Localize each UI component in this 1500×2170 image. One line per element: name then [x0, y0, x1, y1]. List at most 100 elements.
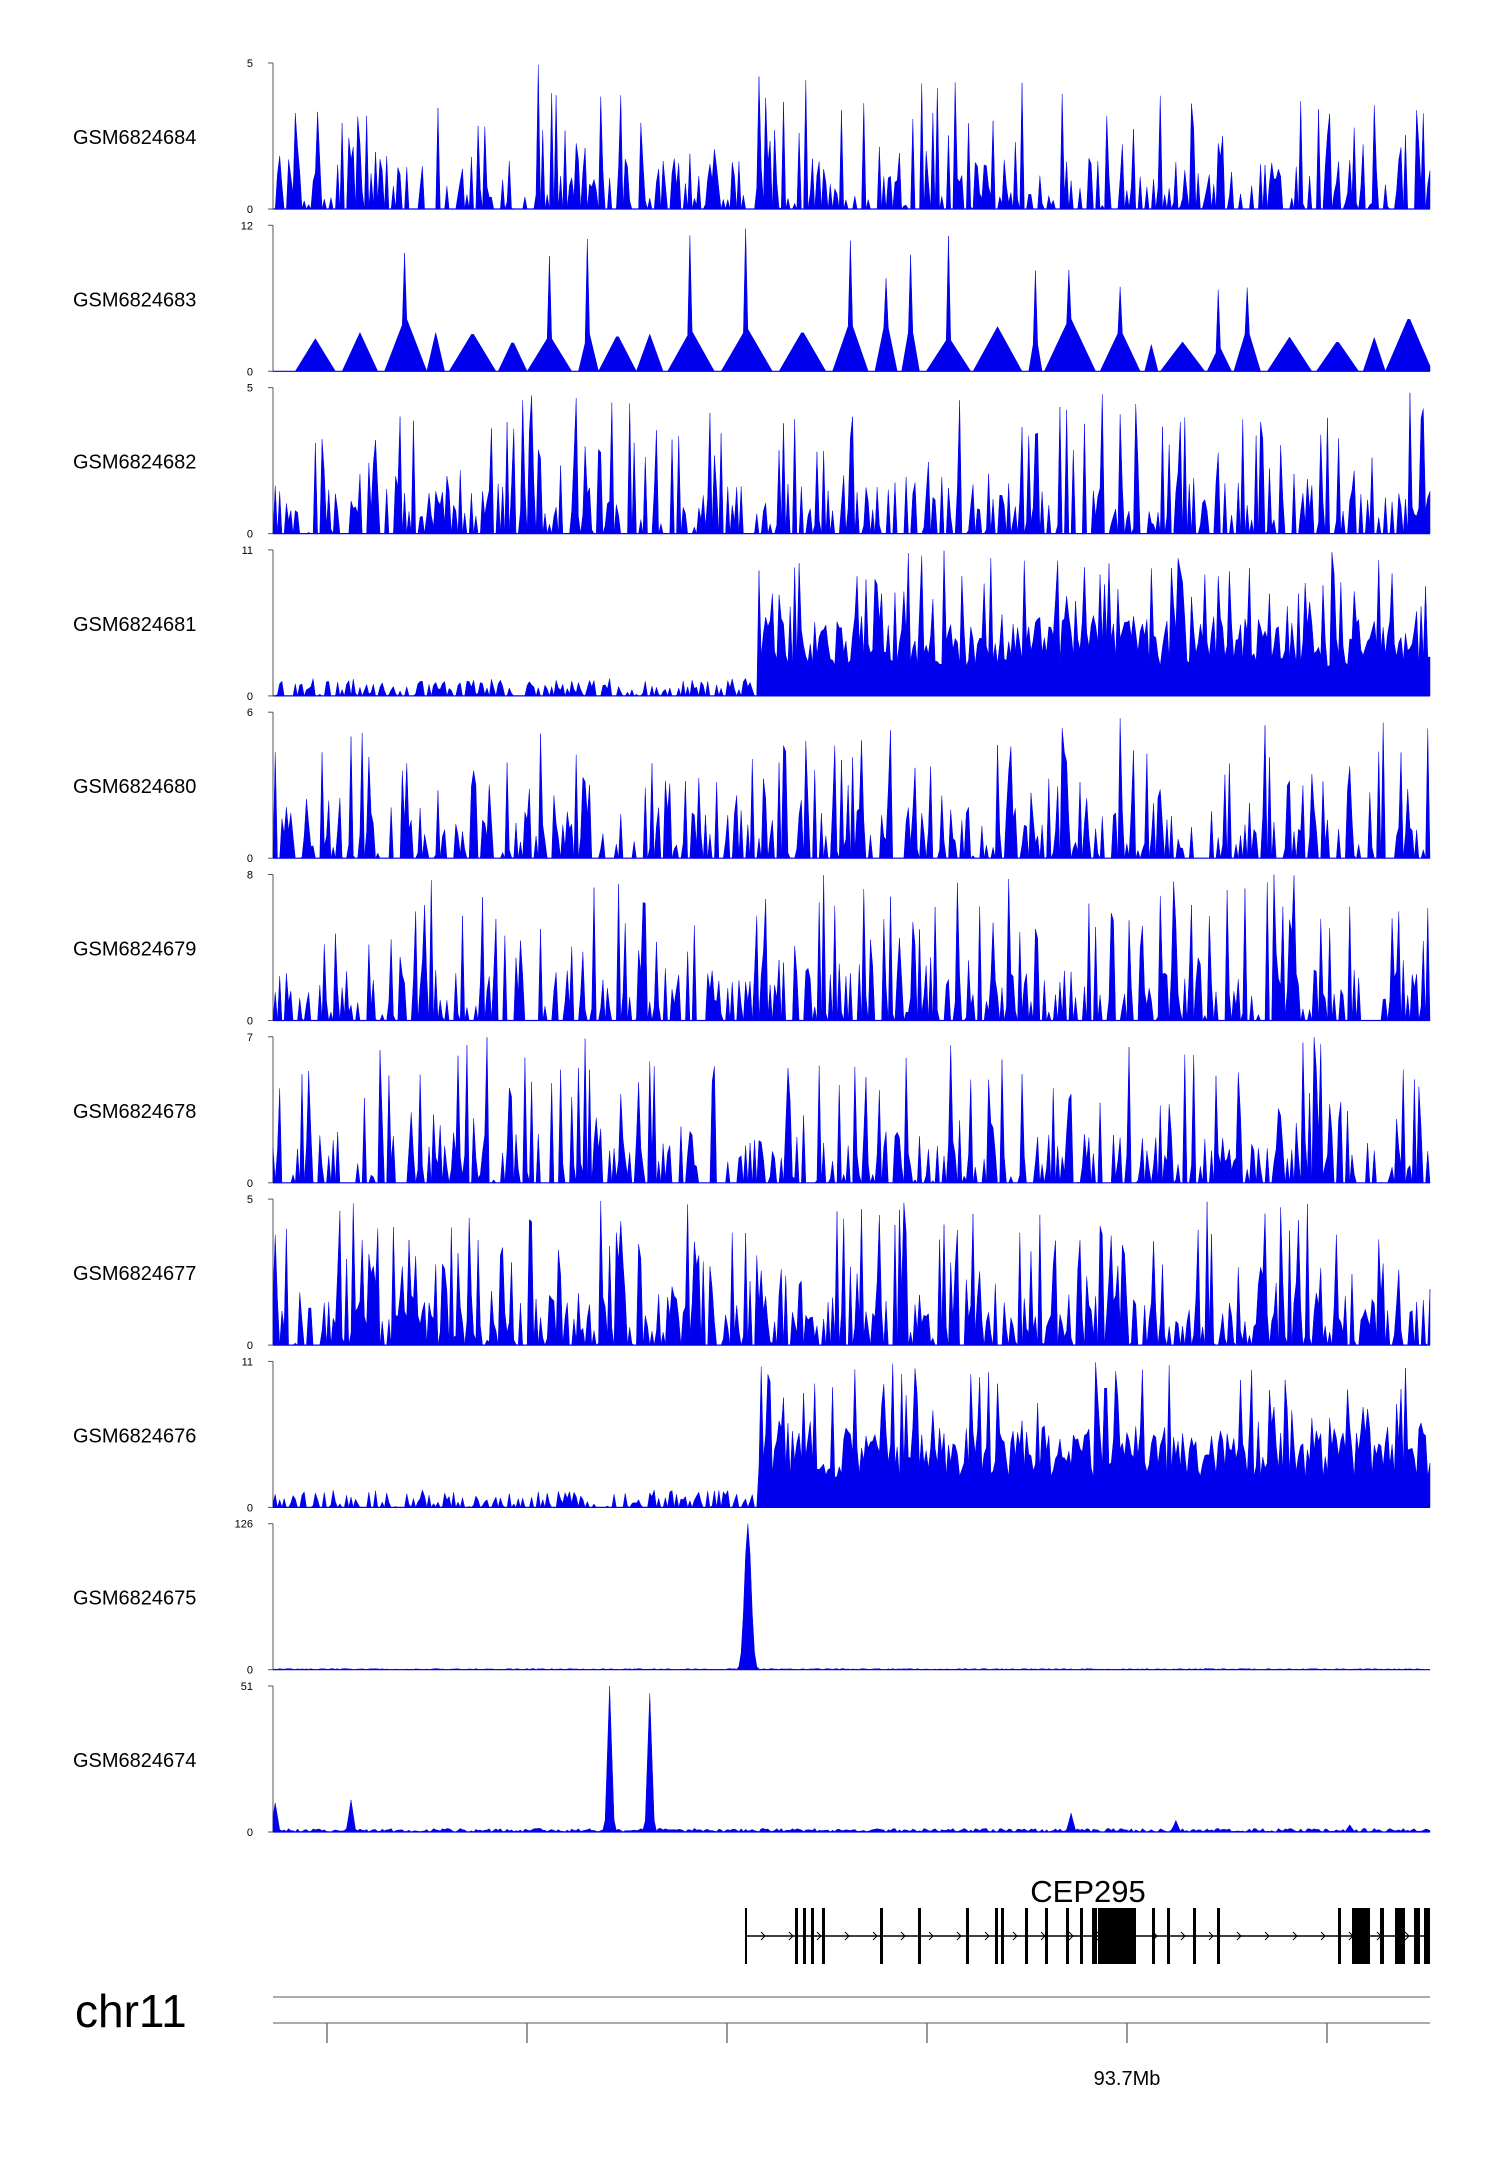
- chromosome-label: chr11: [75, 1985, 187, 2037]
- gene-exon: [966, 1908, 969, 1964]
- track-label: GSM6824679: [73, 939, 196, 961]
- strand-arrow: [956, 1931, 962, 1941]
- gene-exon: [822, 1908, 825, 1964]
- signal-area: [272, 1523, 1431, 1670]
- track-GSM6824680: GSM6824680 6 0: [73, 707, 1431, 865]
- track-GSM6824683: GSM6824683 12 0: [73, 220, 1431, 378]
- signal-area: [272, 718, 1431, 860]
- y-axis-min-label: 0: [247, 1502, 253, 1514]
- y-axis-min-label: 0: [247, 853, 253, 865]
- gene-exon: [1092, 1908, 1097, 1964]
- strand-arrow: [1208, 1931, 1214, 1941]
- track-label: GSM6824680: [73, 776, 196, 798]
- y-axis-max-label: 6: [247, 707, 253, 719]
- gene-exon: [1395, 1908, 1405, 1964]
- strand-arrow: [816, 1931, 822, 1941]
- gene-exon: [1217, 1908, 1220, 1964]
- strand-arrow: [1012, 1931, 1018, 1941]
- strand-arrow: [984, 1931, 990, 1941]
- gene-exon: [803, 1908, 806, 1964]
- gene-exon: [1414, 1908, 1420, 1964]
- signal-area: [272, 1037, 1431, 1184]
- track-label: GSM6824681: [73, 614, 196, 636]
- strand-arrow: [900, 1931, 906, 1941]
- signal-area: [273, 228, 1431, 373]
- y-axis-max-label: 5: [247, 1194, 253, 1206]
- y-axis-min-label: 0: [247, 1827, 253, 1839]
- gene-exon: [995, 1908, 998, 1964]
- strand-arrow: [1320, 1931, 1326, 1941]
- track-GSM6824679: GSM6824679 8 0: [73, 870, 1431, 1028]
- y-axis-max-label: 51: [241, 1681, 253, 1693]
- strand-arrow: [928, 1931, 934, 1941]
- y-axis-max-label: 11: [242, 1356, 253, 1368]
- y-axis-min-label: 0: [247, 1178, 253, 1190]
- track-GSM6824675: GSM6824675 126 0: [73, 1519, 1431, 1677]
- y-axis-min-label: 0: [247, 529, 253, 541]
- coordinate-ticks: [326, 2023, 1328, 2043]
- gene-exon: [1338, 1908, 1341, 1964]
- y-axis-min-label: 0: [247, 366, 253, 378]
- gene-exon: [918, 1908, 921, 1964]
- track-label: GSM6824676: [73, 1425, 196, 1447]
- gene-exon: [1080, 1908, 1083, 1964]
- signal-area: [273, 550, 1431, 697]
- signal-area: [272, 874, 1431, 1022]
- strand-arrow: [1264, 1931, 1270, 1941]
- track-label: GSM6824677: [73, 1263, 196, 1285]
- track-GSM6824676: GSM6824676 11 0: [73, 1356, 1431, 1514]
- gene-exon: [811, 1908, 814, 1964]
- gene-exon: [1380, 1908, 1384, 1964]
- signal-tracks: GSM682468450GSM6824683120GSM682468250GSM…: [73, 58, 1431, 1839]
- track-GSM6824682: GSM6824682 5 0: [73, 383, 1431, 541]
- strand-arrow: [1180, 1931, 1186, 1941]
- strand-arrow: [872, 1931, 878, 1941]
- y-axis-max-label: 7: [247, 1032, 253, 1044]
- track-label: GSM6824683: [73, 289, 196, 311]
- gene-exon: [1001, 1908, 1004, 1964]
- signal-area: [272, 1685, 1431, 1833]
- track-GSM6824681: GSM6824681 11 0: [73, 545, 1431, 703]
- y-axis-max-label: 11: [242, 545, 253, 557]
- gene-exon: [1352, 1908, 1370, 1964]
- gene-annotation-track: CEP295: [745, 1874, 1430, 1964]
- gene-exon: [1193, 1908, 1196, 1964]
- track-label: GSM6824678: [73, 1101, 196, 1123]
- gene-exon: [1025, 1908, 1028, 1964]
- strand-arrow: [788, 1931, 794, 1941]
- y-axis-max-label: 8: [247, 870, 253, 882]
- y-axis-min-label: 0: [247, 1016, 253, 1028]
- gene-exon: [1045, 1908, 1048, 1964]
- gene-name-label: CEP295: [1030, 1874, 1145, 1909]
- chromosome-axis: chr11 93.7Mb: [75, 1985, 1430, 2090]
- signal-area: [273, 64, 1431, 210]
- gene-exon: [1066, 1908, 1069, 1964]
- strand-arrow: [1404, 1931, 1410, 1941]
- track-GSM6824678: GSM6824678 7 0: [73, 1032, 1431, 1190]
- strand-arrow: [844, 1931, 850, 1941]
- track-GSM6824674: GSM6824674 51 0: [73, 1681, 1431, 1839]
- y-axis-max-label: 5: [247, 383, 253, 395]
- gene-exon: [745, 1908, 747, 1964]
- gene-exon: [795, 1908, 798, 1964]
- strand-arrow: [1236, 1931, 1242, 1941]
- gene-model-CEP295: [745, 1908, 1430, 1964]
- y-axis-min-label: 0: [247, 204, 253, 216]
- track-label: GSM6824682: [73, 452, 196, 474]
- y-axis-max-label: 12: [241, 220, 253, 232]
- track-GSM6824684: GSM6824684 5 0: [73, 58, 1431, 216]
- gene-exon: [1167, 1908, 1170, 1964]
- strand-arrow: [1292, 1931, 1298, 1941]
- gene-exon: [880, 1908, 883, 1964]
- track-label: GSM6824674: [73, 1750, 196, 1772]
- gene-exon: [1152, 1908, 1155, 1964]
- track-label: GSM6824675: [73, 1588, 196, 1610]
- y-axis-max-label: 5: [247, 58, 253, 70]
- signal-area: [272, 392, 1431, 535]
- y-axis-min-label: 0: [247, 1665, 253, 1677]
- gene-exon: [1424, 1908, 1430, 1964]
- gene-exon: [1098, 1908, 1136, 1964]
- y-axis-min-label: 0: [247, 691, 253, 703]
- signal-area: [272, 1362, 1431, 1509]
